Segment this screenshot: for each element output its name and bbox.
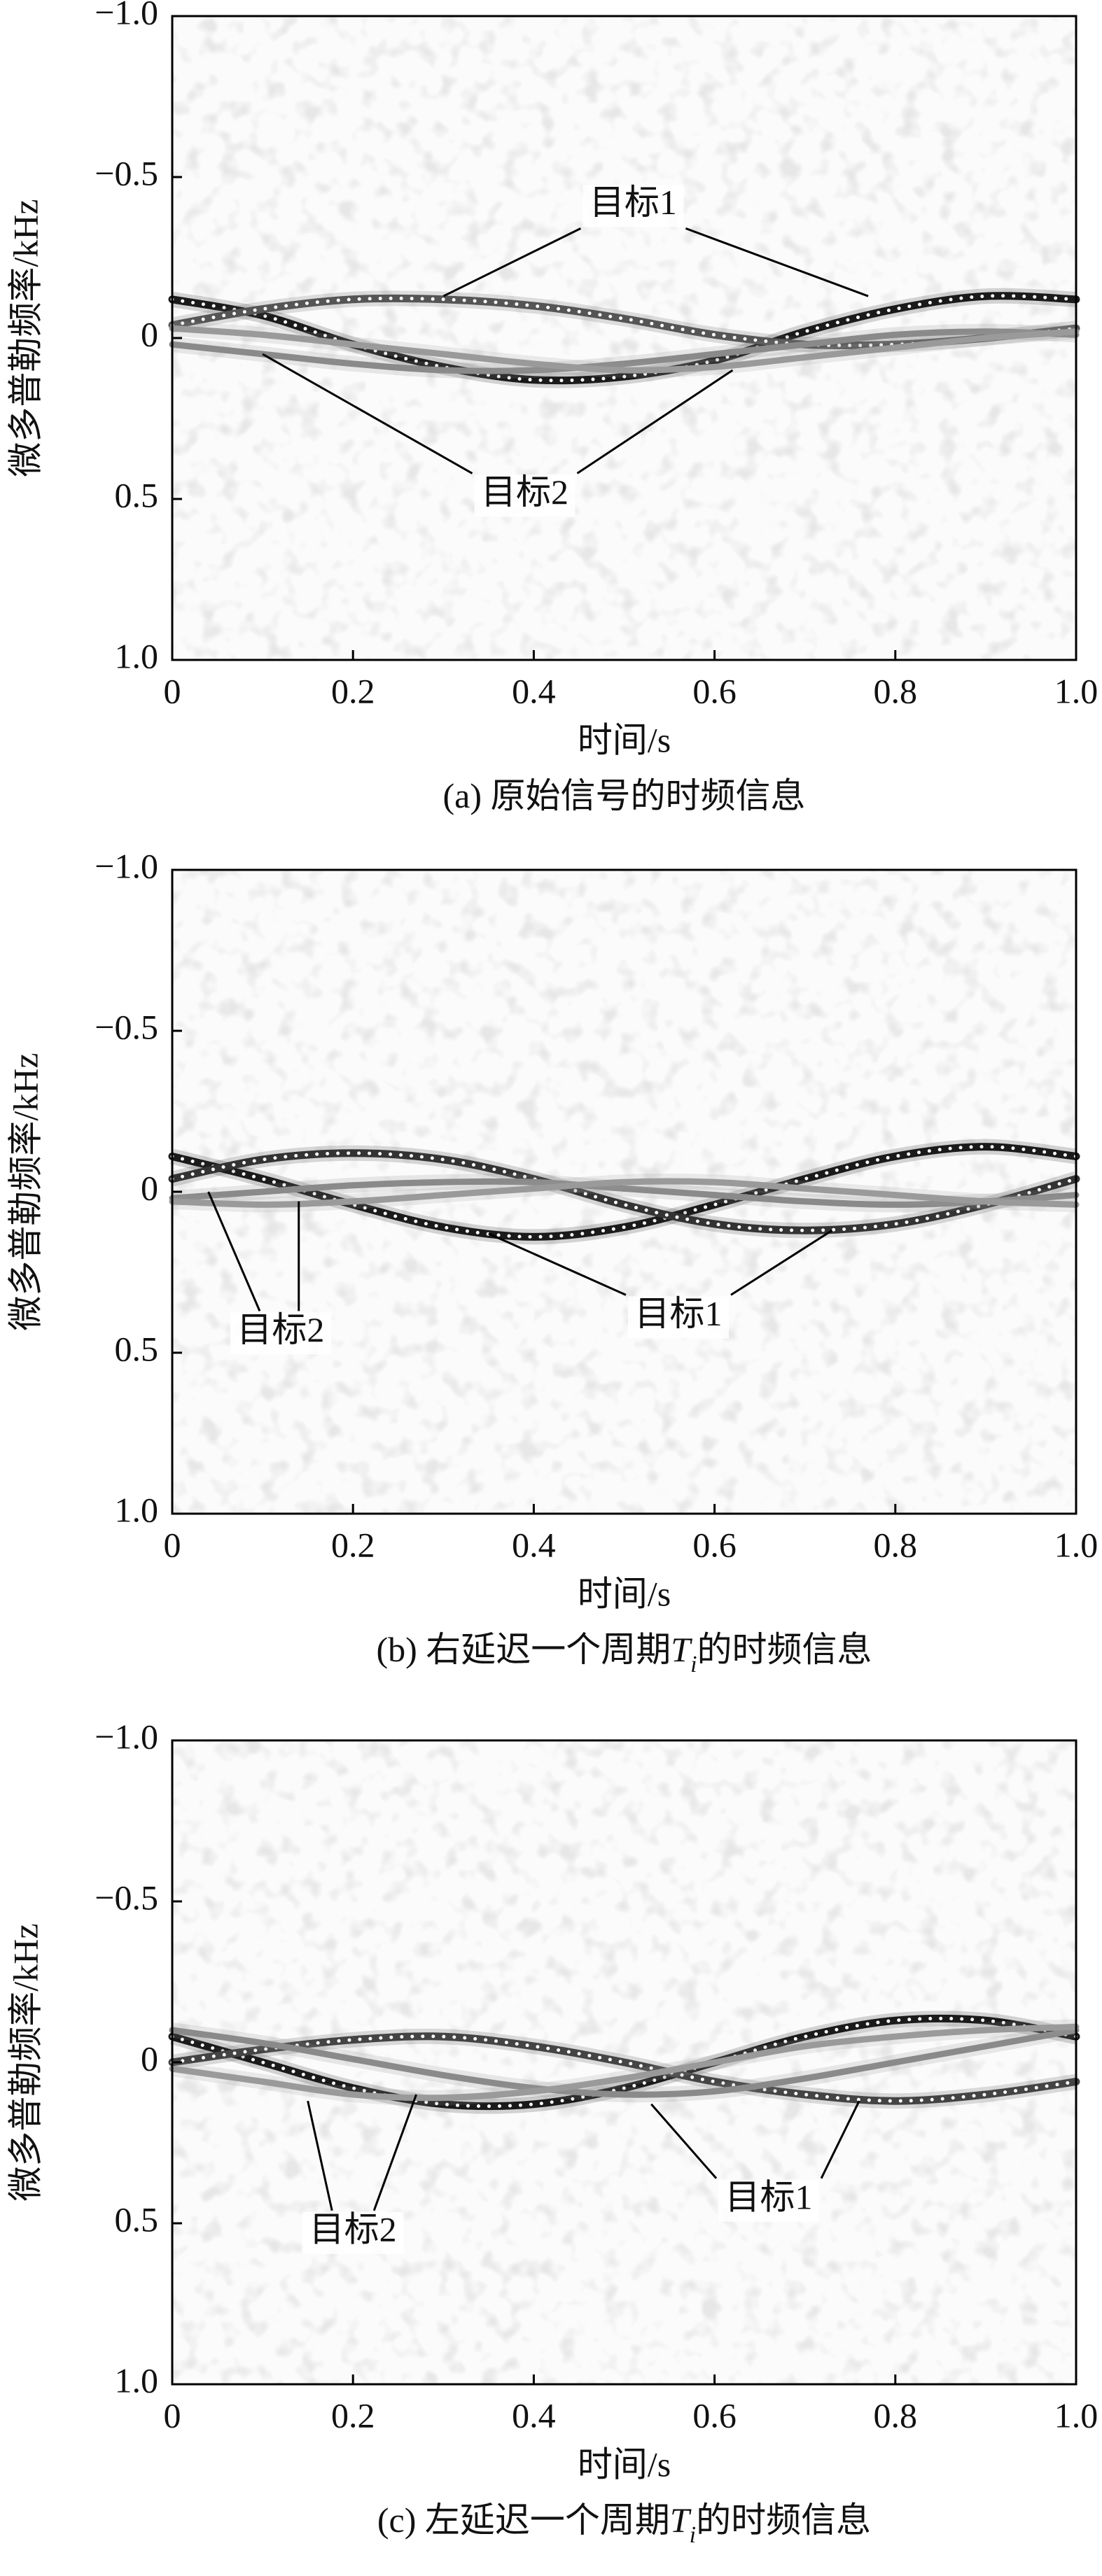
annotation: 目标1	[725, 2177, 813, 2216]
leader-line	[650, 2103, 718, 2179]
caption-part: i	[690, 2522, 696, 2548]
caption-part: 的时频信息	[697, 1630, 872, 1669]
curve	[169, 1178, 1080, 1208]
curve-dots	[170, 1145, 1078, 1239]
curve-dots	[170, 2034, 1078, 2103]
caption: (a) 原始信号的时频信息	[443, 776, 806, 815]
annotation-bg	[718, 2179, 820, 2222]
x-tick-label: 0	[164, 2395, 181, 2435]
curve	[169, 1178, 1080, 1208]
annotation: 目标1	[590, 183, 677, 222]
annotation-bg	[583, 185, 684, 227]
x-tick-label: 0.2	[331, 671, 375, 710]
y-tick-label: −0.5	[95, 153, 158, 192]
y-axis-label: 微多普勒频率/kHz	[6, 199, 45, 477]
x-tick-label: 0.6	[692, 1525, 737, 1564]
y-tick-label: 1.0	[115, 2360, 159, 2400]
y-axis-label: 微多普勒频率/kHz	[6, 1923, 45, 2201]
leader-line	[262, 353, 473, 474]
curve	[169, 2023, 1080, 2102]
annotation: 目标1	[634, 1294, 722, 1333]
leader-line	[442, 227, 582, 297]
caption-part: (b) 右延迟一个周期	[376, 1630, 671, 1669]
caption-part: T	[670, 2500, 692, 2540]
x-tick-label: 0.8	[874, 1525, 918, 1564]
y-tick-label: −0.5	[95, 1007, 158, 1046]
annotation: 目标2	[237, 1310, 324, 1349]
y-tick-label: 0	[141, 314, 158, 353]
caption-part: i	[690, 1652, 697, 1677]
x-tick-label: 0.6	[692, 671, 737, 710]
annotation-bg	[474, 474, 576, 517]
x-tick-label: 0	[164, 1525, 181, 1564]
caption-part: T	[671, 1630, 692, 1669]
leader-line	[372, 2094, 417, 2211]
x-tick-label: 1.0	[1054, 2395, 1098, 2435]
y-axis-label: 微多普勒频率/kHz	[6, 1053, 45, 1330]
x-axis-label: 时间/s	[578, 1574, 671, 1613]
annotation: 目标2	[309, 2209, 397, 2248]
annotation-bg	[302, 2211, 404, 2254]
caption-part: (c) 左延迟一个周期	[377, 2500, 670, 2540]
y-tick-label: 1.0	[115, 1490, 159, 1529]
caption: (c) 左延迟一个周期Ti的时频信息	[377, 2500, 871, 2548]
curve	[168, 1149, 1080, 1234]
leader-line	[685, 227, 869, 297]
x-tick-label: 0	[164, 671, 181, 710]
x-tick-label: 1.0	[1054, 671, 1098, 710]
annotation-bg	[627, 1296, 729, 1339]
y-tick-label: 0.5	[115, 1329, 159, 1368]
y-tick-label: 0	[141, 2039, 158, 2078]
y-tick-label: 1.0	[115, 636, 159, 675]
caption: (b) 右延迟一个周期Ti的时频信息	[376, 1630, 872, 1677]
y-tick-label: −1.0	[95, 846, 158, 885]
x-tick-label: 0.8	[874, 671, 918, 710]
curve-dots	[170, 2016, 1078, 2109]
plot-texture	[172, 870, 1076, 1514]
leader-line	[307, 2100, 333, 2211]
x-tick-label: 0.6	[692, 2395, 737, 2435]
y-tick-label: 0	[141, 1168, 158, 1207]
annotation: 目标2	[481, 472, 569, 512]
curve	[169, 2027, 1080, 2098]
caption-part: 的时频信息	[696, 2500, 871, 2540]
leader-line	[730, 1229, 833, 1296]
leader-line	[488, 1232, 627, 1296]
curve	[169, 328, 1080, 374]
x-tick-label: 0.8	[874, 2395, 918, 2435]
y-tick-label: 0.5	[115, 475, 159, 514]
x-tick-label: 0.4	[512, 2395, 556, 2435]
x-axis-label: 时间/s	[578, 720, 671, 759]
leader-line	[820, 2100, 860, 2179]
x-tick-label: 0.4	[512, 1525, 556, 1564]
y-tick-label: −0.5	[95, 1878, 158, 1917]
annotation-bg	[230, 1312, 331, 1355]
x-tick-label: 1.0	[1054, 1525, 1098, 1564]
x-tick-label: 0.2	[331, 2395, 375, 2435]
caption-part: (a) 原始信号的时频信息	[443, 776, 806, 815]
leader-line	[207, 1191, 261, 1311]
x-tick-label: 0.2	[331, 1525, 375, 1564]
y-tick-label: −1.0	[95, 0, 158, 31]
x-tick-label: 0.4	[512, 671, 556, 710]
curve	[169, 325, 1080, 374]
curve-dots	[170, 294, 1078, 383]
y-tick-label: 0.5	[115, 2200, 159, 2239]
x-axis-label: 时间/s	[578, 2444, 671, 2484]
leader-line	[576, 369, 734, 474]
y-tick-label: −1.0	[95, 1717, 158, 1756]
